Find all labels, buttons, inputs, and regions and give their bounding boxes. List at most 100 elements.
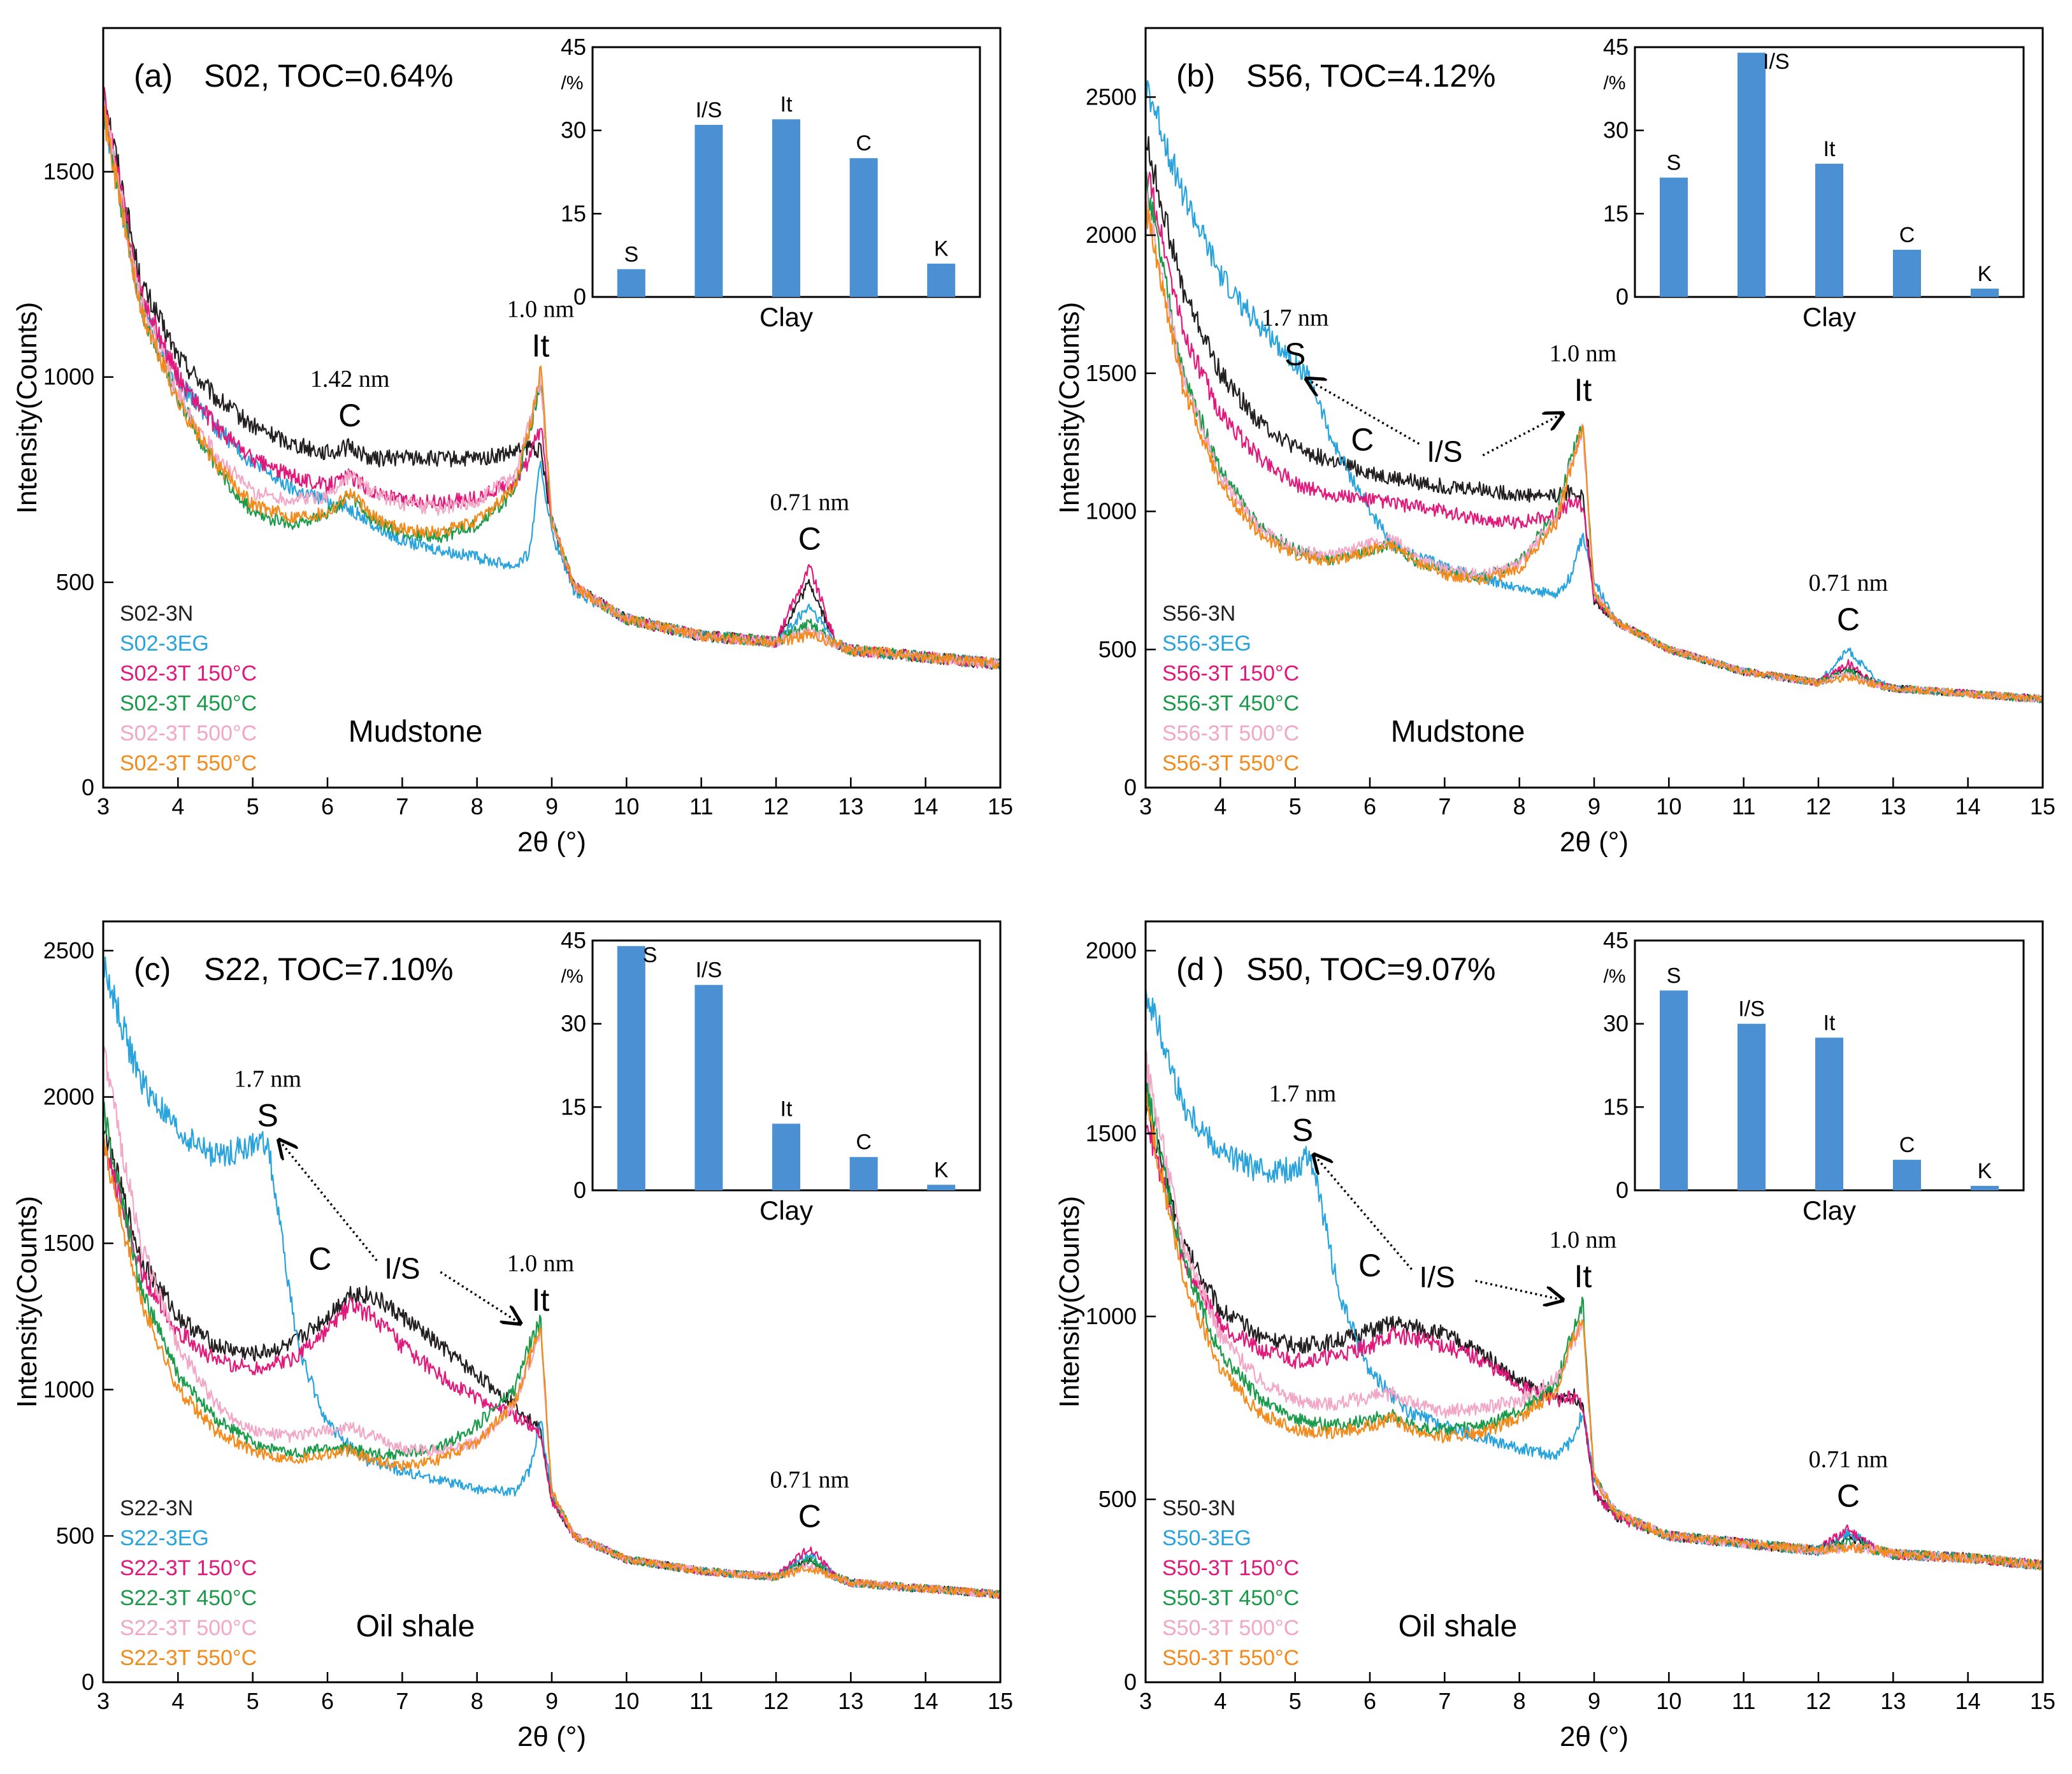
x-tick-label: 7 [1438,1688,1451,1714]
panel-label: (d ) [1176,951,1224,987]
panel-title: S02, TOC=0.64% [204,58,453,94]
legend-entry: S56-3T 500°C [1162,721,1299,746]
y-axis-label: Intensity(Counts) [11,302,43,514]
inset-bar [1893,249,1921,297]
legend-entry: S50-3T 450°C [1162,1586,1299,1610]
x-tick-label: 10 [614,793,639,819]
y-tick-label: 1000 [1086,498,1137,524]
legend-entry: S02-3T 150°C [120,661,257,686]
inset-x-label: Clay [759,1195,813,1225]
x-axis-label: 2θ (°) [517,826,586,858]
peak-label: S [1292,1112,1313,1148]
peak-distance-label: 0.71 nm [1809,570,1889,596]
inset-bar-label: It [781,92,793,117]
x-tick-label: 4 [1214,793,1227,819]
inset-y-unit: /% [1603,966,1625,987]
inset-bar [849,158,878,297]
inset-bar-chart: 0 15 30 45 /% S I/S It C K Clay [1603,34,2025,332]
panel-2: 3 4 5 6 7 8 9 10 11 12 13 14 15050010001500200025002… [1054,27,2055,858]
peak-distance-label: 1.7 nm [234,1065,301,1092]
x-tick-label: 9 [1588,793,1601,819]
legend-entry: S56-3T 550°C [1162,751,1299,775]
legend-entry: S50-3EG [1162,1526,1251,1550]
is-arrow-to-it [1475,1280,1563,1300]
panel-title: S56, TOC=4.12% [1246,58,1495,94]
x-tick-label: 12 [763,793,789,819]
x-tick-label: 4 [171,793,184,819]
peak-label: I/S [384,1251,420,1285]
inset-bar [927,263,956,297]
x-tick-label: 14 [913,793,939,819]
x-tick-label: 9 [1588,1688,1601,1714]
legend-entry: S56-3N [1162,602,1235,626]
inset-y-tick-label: 15 [561,1093,586,1120]
inset-bar-label: S [1667,151,1681,175]
inset-y-tick-label: 30 [1603,117,1629,143]
inset-y-tick-label: 15 [1603,200,1629,226]
x-tick-label: 10 [614,1688,639,1714]
x-tick-label: 14 [913,1688,939,1714]
inset-bar-label: I/S [1738,997,1765,1021]
inset-bar [772,1123,800,1190]
inset-bar-label: K [934,1158,949,1182]
y-tick-label: 2000 [1086,937,1137,963]
inset-y-tick-label: 0 [573,1177,586,1203]
inset-bar [694,124,723,297]
x-tick-label: 14 [1955,1688,1981,1714]
x-tick-label: 11 [689,793,713,819]
series-line [1145,1092,2044,1571]
peak-distance-label: 1.7 nm [1269,1080,1337,1107]
inset-bar [1815,1037,1843,1190]
inset-bar [849,1157,878,1190]
x-tick-label: 11 [1732,793,1755,819]
legend-entry: S56-3EG [1162,631,1251,656]
inset-x-label: Clay [1802,302,1856,332]
legend-entry: S22-3T 550°C [120,1646,257,1670]
peak-label: I/S [1427,435,1462,468]
lithology-label: Mudstone [349,715,483,749]
is-arrow-to-it [440,1271,520,1323]
inset-bar-chart: 0 15 30 45 /% S I/S It C K Clay [561,34,981,332]
peak-distance-label: 0.71 nm [770,1467,850,1494]
peak-distance-label: 0.71 nm [1809,1446,1889,1473]
y-tick-label: 1000 [43,1376,94,1403]
series-line [102,105,1001,670]
peak-distance-label: 0.71 nm [770,489,850,516]
peak-label: It [532,1282,550,1318]
y-tick-label: 2000 [43,1084,94,1110]
peak-label: C [308,1241,331,1276]
series-line [1144,1076,2044,1570]
series-line [102,1128,1001,1599]
x-tick-label: 14 [1955,793,1981,819]
x-tick-label: 8 [471,1688,484,1714]
x-tick-label: 15 [988,1688,1013,1714]
x-tick-label: 13 [1880,1688,1906,1714]
x-tick-label: 12 [763,1688,789,1714]
inset-y-tick-label: 0 [1616,1177,1629,1203]
inset-bar-label: I/S [1763,50,1790,74]
legend-entry: S50-3N [1162,1496,1235,1520]
inset-y-tick-label: 0 [573,284,586,310]
x-tick-label: 7 [396,793,408,819]
y-tick-label: 1000 [1086,1303,1137,1329]
inset-bar-label: C [856,1130,872,1155]
peak-label: C [798,521,821,556]
inset-y-tick-label: 45 [1603,34,1629,60]
x-tick-label: 6 [321,1688,334,1714]
y-axis-label: Intensity(Counts) [1054,1196,1085,1408]
x-axis-label: 2θ (°) [1560,1721,1629,1752]
panel-label: (b) [1176,58,1215,94]
x-tick-label: 7 [1438,793,1451,819]
y-tick-label: 0 [1124,774,1137,800]
y-tick-label: 1500 [1086,360,1137,386]
y-tick-label: 0 [82,1669,94,1695]
legend-entry: S22-3T 150°C [120,1556,257,1580]
inset-y-tick-label: 30 [561,117,586,143]
x-tick-label: 12 [1806,793,1831,819]
panel-label: (a) [134,58,173,94]
x-tick-label: 12 [1806,1688,1831,1714]
lithology-label: Oil shale [356,1610,475,1643]
legend-entry: S56-3T 150°C [1162,661,1299,686]
x-tick-label: 7 [396,1688,408,1714]
